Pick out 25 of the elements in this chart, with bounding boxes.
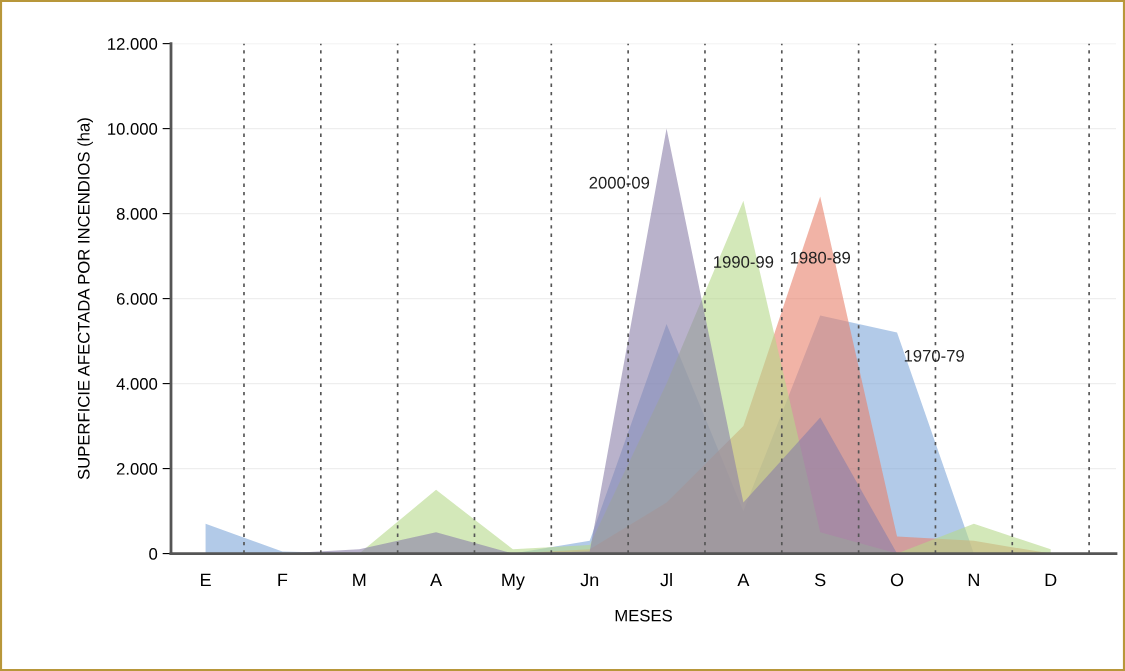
x-tick-label: A [737, 573, 750, 587]
x-tick-label: O [890, 573, 904, 587]
x-tick-label: Jn [580, 573, 599, 587]
y-tick-label: 2.000 [116, 462, 158, 475]
x-tick-label: Jl [660, 573, 672, 587]
y-tick-label: 8.000 [116, 208, 158, 220]
y-tick-label: 10.000 [108, 123, 158, 135]
x-tick-label: E [201, 573, 211, 587]
x-tick-label: D [1045, 573, 1057, 587]
x-axis-title: MESES [615, 609, 672, 622]
y-tick-label: 0 [149, 547, 158, 560]
y-tick-label: 12.000 [108, 38, 158, 50]
series-label: 1970-79 [904, 349, 964, 362]
x-tick-label: M [353, 573, 366, 587]
x-tick-label: N [968, 573, 979, 587]
x-tick-label: My [502, 573, 525, 590]
y-axis-title: SUPERFICIE AFECTADA POR INCENDIOS (ha) [77, 118, 93, 480]
y-tick-label: 6.000 [116, 293, 158, 305]
series-label: 2000-09 [589, 176, 650, 189]
x-tick-label: F [278, 573, 288, 587]
y-tick-label: 4.000 [116, 377, 158, 390]
series-label: 1980-89 [790, 251, 850, 264]
x-tick-label: A [430, 573, 443, 587]
series-label: 1990-99 [714, 256, 774, 268]
x-tick-label: S [815, 573, 826, 587]
